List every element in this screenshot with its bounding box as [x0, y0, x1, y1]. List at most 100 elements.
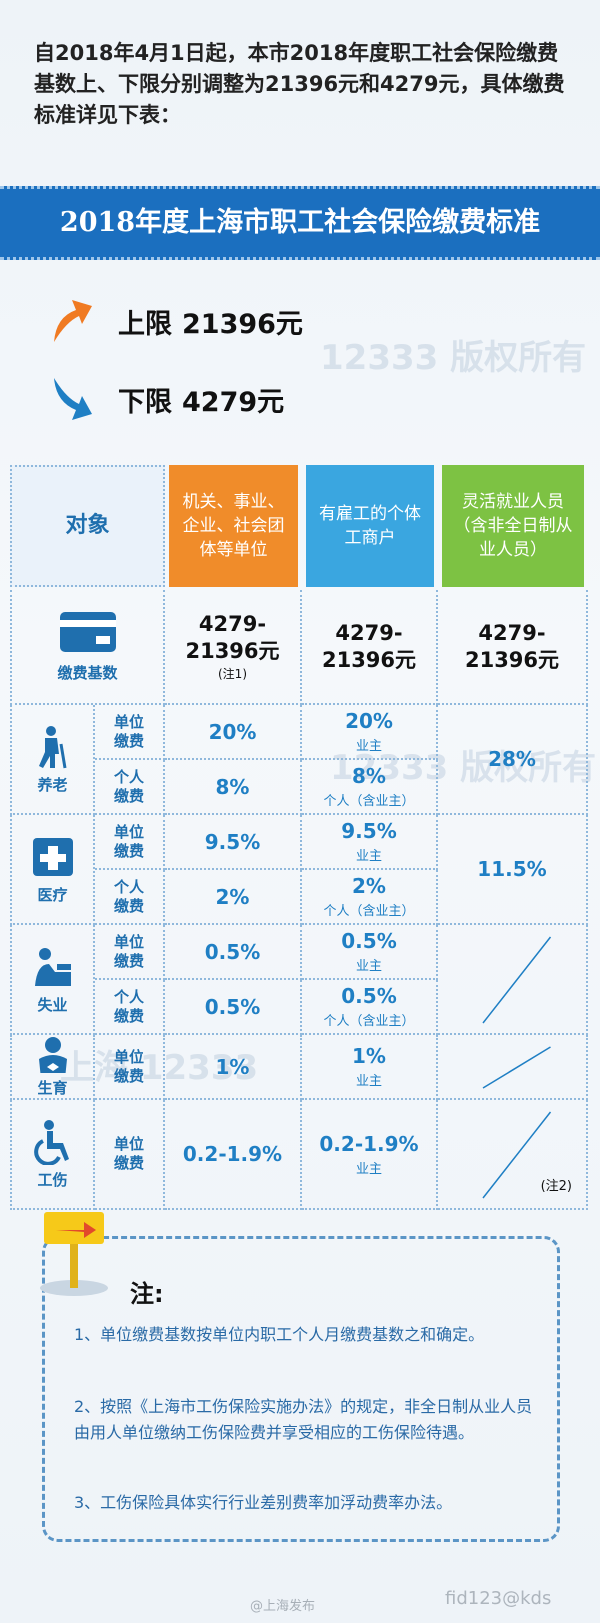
payer-type: 单位缴费	[113, 1135, 144, 1172]
flexible-cell: 11.5%	[438, 815, 588, 925]
watermark: 12333 版权所有	[330, 740, 596, 789]
org-rate: 0.5%	[204, 939, 261, 964]
group-label-cell: 生育	[10, 1035, 95, 1100]
group-icon	[34, 947, 71, 986]
limit-amount: 4279元	[182, 387, 285, 418]
org-cell: 0.2-1.9%	[165, 1100, 302, 1210]
self-employed-note: 业主	[355, 739, 382, 754]
base-cell: 4279-21396元 (注1)	[165, 590, 302, 705]
flexible-cell: (注2)	[438, 1100, 588, 1210]
self-employed-rate: 9.5%	[341, 819, 397, 843]
org-rate: 9.5%	[204, 829, 261, 854]
flexible-cell	[438, 1035, 588, 1100]
base-label: 缴费基数	[57, 664, 118, 682]
group-label: 医疗	[37, 885, 68, 904]
footer-source: @上海发布	[250, 1599, 316, 1614]
header-cell: 有雇工的个体工商户	[306, 465, 434, 587]
org-cell: 0.5%	[165, 925, 302, 980]
up-arrow-icon	[54, 300, 92, 342]
group-label-cell: 失业	[10, 925, 95, 1035]
sign-icon	[40, 1212, 108, 1296]
group-label-cell: 医疗	[10, 815, 95, 925]
org-cell: 8%	[165, 760, 302, 815]
flexible-note: (注2)	[540, 1179, 572, 1194]
org-rate: 0.2-1.9%	[182, 1142, 283, 1166]
group-label: 生育	[37, 1079, 68, 1097]
org-rate: 0.5%	[204, 994, 261, 1019]
notes-title: 注:	[130, 1280, 164, 1308]
org-cell: 9.5%	[165, 815, 302, 870]
type-cell: 单位缴费	[95, 1035, 165, 1100]
note-item: 3、工伤保险具体实行行业差别费率加浮动费率办法。	[74, 1493, 453, 1512]
self-employed-rate: 8%	[352, 764, 386, 788]
group-label-cell: 工伤	[10, 1100, 95, 1210]
payer-type: 单位缴费	[113, 712, 144, 750]
type-cell: 单位缴费	[95, 1100, 165, 1210]
flexible-rate: 28%	[488, 747, 536, 771]
payer-type: 单位缴费	[113, 932, 144, 970]
self-employed-note: 业主	[355, 959, 382, 974]
self-employed-rate: 20%	[345, 709, 393, 733]
base-cell: 4279-21396元	[302, 590, 438, 705]
header-cell: 对象	[10, 465, 165, 587]
self-employed-rate: 0.5%	[341, 984, 397, 1008]
watermark-number: 12333	[320, 338, 439, 378]
note-item: 2、按照《上海市工伤保险实施办法》的规定，非全日制从业人员由用人单位缴纳工伤保险…	[74, 1397, 533, 1442]
slash	[482, 1046, 551, 1089]
footer-id: fid123@kds	[445, 1588, 552, 1609]
group-label: 养老	[37, 775, 68, 794]
limit-label: 下限	[118, 387, 172, 418]
banner: 2018年度上海市职工社会保险缴费标准	[0, 186, 600, 260]
self-employed-note: 个人（含业主）	[323, 794, 415, 809]
self-employed-note: 个人（含业主）	[323, 904, 415, 919]
base-cell: 4279-21396元	[438, 590, 588, 705]
payer-type: 个人缴费	[113, 877, 144, 915]
self-employed-cell: 1% 业主	[302, 1035, 438, 1100]
self-employed-note: 业主	[355, 849, 382, 864]
group-label-cell: 养老	[10, 705, 95, 815]
payer-type: 单位缴费	[113, 822, 144, 860]
self-employed-cell: 0.5% 业主	[302, 925, 438, 980]
down-arrow-icon	[54, 378, 92, 420]
base-label-cell: 缴费基数	[10, 590, 165, 705]
note-item: 1、单位缴费基数按单位内职工个人月缴费基数之和确定。	[74, 1325, 485, 1344]
group-label: 失业	[37, 995, 68, 1014]
card-icon	[59, 612, 116, 652]
watermark: 12333 版权所有	[320, 330, 586, 379]
payer-type: 个人缴费	[113, 767, 144, 805]
self-employed-cell: 0.5% 个人（含业主）	[302, 980, 438, 1035]
org-rate: 1%	[215, 1054, 250, 1079]
header-cell: 灵活就业人员（含非全日制从业人员）	[442, 465, 584, 587]
group-icon	[33, 1119, 69, 1165]
watermark: 上海 12333	[60, 1040, 258, 1089]
base-value: 4279-21396元	[185, 612, 280, 663]
self-employed-rate: 1%	[352, 1044, 386, 1068]
org-cell: 2%	[165, 870, 302, 925]
self-employed-cell: 0.2-1.9% 业主	[302, 1100, 438, 1210]
org-cell: 0.5%	[165, 980, 302, 1035]
lower-limit: 下限 4279元	[118, 380, 284, 419]
base-note: (注1)	[218, 667, 247, 681]
base-value: 4279-21396元	[464, 620, 560, 672]
org-cell: 1%	[165, 1035, 302, 1100]
upper-limit: 上限 21396元	[118, 302, 303, 341]
type-cell: 单位缴费	[95, 925, 165, 980]
flexible-cell: 28%	[438, 705, 588, 815]
group-label: 工伤	[37, 1170, 68, 1189]
base-value: 4279-21396元	[321, 620, 417, 672]
type-cell: 个人缴费	[95, 870, 165, 925]
self-employed-note: 业主	[355, 1074, 382, 1089]
org-rate: 2%	[215, 884, 250, 909]
payer-type: 个人缴费	[113, 987, 144, 1025]
watermark-number: 12333	[139, 1048, 259, 1088]
self-employed-rate: 0.5%	[341, 929, 397, 953]
self-employed-rate: 2%	[352, 874, 386, 898]
self-employed-cell: 20% 业主	[302, 705, 438, 760]
notes-box	[42, 1236, 560, 1542]
header-cell: 机关、事业、企业、社会团体等单位	[169, 465, 298, 587]
contribution-table: 对象 机关、事业、企业、社会团体等单位 有雇工的个体工商户 灵活就业人员（含非全日制从…	[10, 465, 588, 1210]
watermark-text: 版权所有	[460, 748, 597, 788]
type-cell: 单位缴费	[95, 815, 165, 870]
type-cell: 个人缴费	[95, 760, 165, 815]
